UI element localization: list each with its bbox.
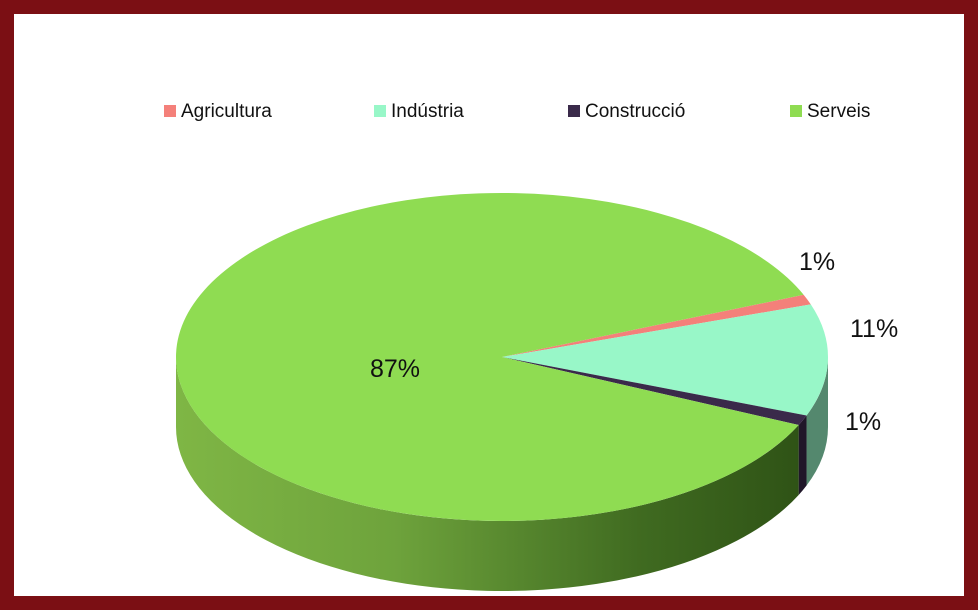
legend-swatch-agricultura [164,105,176,117]
pie-slice-agricultura [502,294,811,357]
pie-labels: 1% 11% 1% 87% [370,248,898,436]
pie-label-industria: 11% [850,315,898,343]
pie-side-construccio [798,415,807,496]
legend-label-industria: Indústria [391,101,464,122]
pie-sides [176,357,828,592]
pie-side-serveis [176,357,799,592]
pie-side-industria [806,357,828,486]
pie-slice-construccio [502,357,807,426]
pie-slice-serveis [175,193,804,522]
legend-label-serveis: Serveis [807,101,871,122]
legend-swatch-construccio [568,105,580,117]
legend-swatch-serveis [790,105,802,117]
pie-slice-industria [502,304,828,416]
legend-label-construccio: Construcció [585,101,686,122]
pie-label-agricultura: 1% [799,248,835,276]
legend-label-agricultura: Agricultura [181,101,272,122]
legend-item-agricultura: Agricultura [164,102,272,122]
pie-label-serveis: 87% [370,355,420,383]
legend-item-serveis: Serveis [790,102,870,122]
legend-swatch-industria [374,105,386,117]
pie-slices [175,193,828,522]
legend-item-construccio: Construcció [568,102,685,122]
pie-label-construccio: 1% [845,408,881,436]
legend-item-industria: Indústria [374,102,464,122]
